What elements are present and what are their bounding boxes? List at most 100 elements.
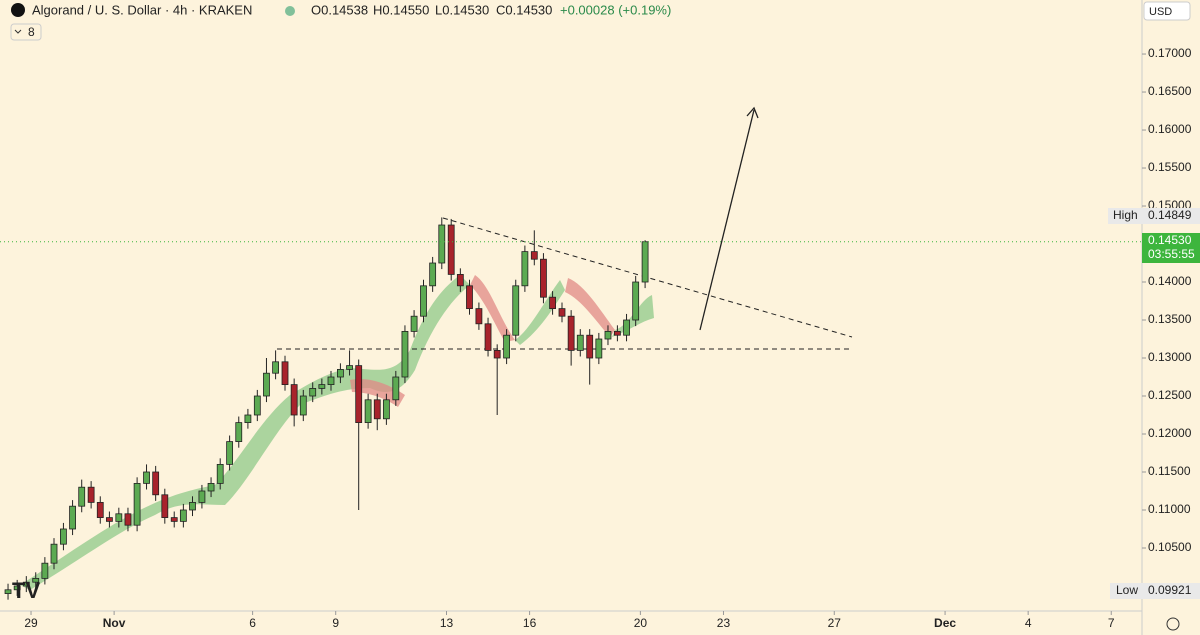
candle-body <box>32 577 40 583</box>
candle-body <box>540 258 547 298</box>
resistance-line <box>442 217 853 338</box>
y-tick-label: 0.16500 <box>1148 84 1192 98</box>
currency-button[interactable] <box>1143 1 1191 21</box>
y-tick-label: 0.13000 <box>1148 350 1192 364</box>
candle-body <box>272 361 279 374</box>
last-price-bg <box>1142 233 1200 263</box>
candle-body <box>641 241 649 283</box>
candle-body <box>373 399 381 420</box>
low-text: L0.14530 <box>435 2 489 17</box>
cloud-up <box>20 275 470 590</box>
x-tick-label: Nov <box>103 616 126 630</box>
y-tick-label: 0.15500 <box>1148 160 1192 174</box>
candle-body <box>549 296 556 310</box>
high-text: H0.14550 <box>373 2 429 17</box>
open-text: O0.14538 <box>311 2 368 17</box>
candle-body <box>235 422 243 442</box>
indicator-count: 8 <box>28 25 35 39</box>
candle-body <box>623 319 630 336</box>
y-tick-label: 0.12500 <box>1148 388 1192 402</box>
candle-body <box>327 376 335 386</box>
y-tick-label: 0.12000 <box>1148 426 1192 440</box>
candle-body <box>364 399 372 423</box>
candle-body <box>558 308 566 317</box>
candle-body <box>253 395 261 416</box>
candle-body <box>96 501 104 518</box>
candle-body <box>22 581 30 587</box>
candle-body <box>576 334 584 351</box>
candles <box>4 217 649 600</box>
candle-body <box>309 388 317 397</box>
candle-body <box>429 262 437 287</box>
x-tick-label: 6 <box>249 616 256 630</box>
candle-body <box>632 281 640 321</box>
y-tick-label: 0.13500 <box>1148 312 1192 326</box>
candle-body <box>521 251 529 287</box>
candle-body <box>382 399 390 420</box>
low-label-bg <box>1110 583 1142 599</box>
x-tick-label: 20 <box>634 616 648 630</box>
countdown: 03:55:55 <box>1148 247 1195 261</box>
candle-body <box>78 486 86 507</box>
candle-body <box>87 486 95 503</box>
candle-body <box>133 482 141 526</box>
candle-body <box>281 361 289 386</box>
candle-body <box>355 365 363 423</box>
candle-body <box>346 365 353 370</box>
y-tick-label: 0.17000 <box>1148 46 1192 60</box>
candle-body <box>60 528 67 545</box>
candle-body <box>290 384 298 416</box>
candle-body <box>595 338 603 359</box>
change-text: +0.00028 (+0.19%) <box>560 2 671 17</box>
candle-body <box>503 334 511 359</box>
candle-body <box>401 331 409 378</box>
candle-body <box>226 441 234 465</box>
close-text: C0.14530 <box>496 2 552 17</box>
candle-body <box>456 274 464 287</box>
candle-body <box>198 490 206 503</box>
candle-body <box>530 251 538 260</box>
candle-body <box>420 285 427 317</box>
candle-body <box>475 308 483 325</box>
cloud-down <box>350 379 405 407</box>
high-label-bg <box>1108 208 1142 224</box>
candle-body <box>115 513 123 522</box>
arrow-head <box>746 106 759 119</box>
low-value: 0.09921 <box>1148 583 1192 597</box>
candle-body <box>318 384 326 389</box>
candle-body <box>410 315 418 332</box>
x-tick-label: 7 <box>1108 616 1115 630</box>
y-tick-label: 0.11000 <box>1148 502 1191 516</box>
candle-body <box>152 471 160 496</box>
candle-body <box>512 285 520 336</box>
x-tick-label: 29 <box>24 616 38 630</box>
x-tick-label: 27 <box>828 616 842 630</box>
x-tick-label: 4 <box>1025 616 1032 630</box>
candle-body <box>493 350 501 359</box>
candle-body <box>170 517 178 522</box>
candle-body <box>106 517 113 522</box>
x-tick-label: Dec <box>934 616 956 630</box>
status-dot <box>285 6 295 16</box>
candle-body <box>50 543 58 564</box>
arrow <box>699 109 755 331</box>
candle-body <box>143 471 150 484</box>
candle-body <box>41 562 49 579</box>
y-tick-label: 0.10500 <box>1148 540 1192 554</box>
symbol-title: Algorand / U. S. Dollar · 4h · KRAKEN <box>32 2 252 17</box>
indicator-toggle[interactable] <box>10 23 42 41</box>
candle-body <box>69 505 76 530</box>
y-tick-label: 0.11500 <box>1148 464 1191 478</box>
candle-body <box>299 395 307 416</box>
high-value: 0.14849 <box>1148 208 1192 222</box>
tv-logo: TV <box>12 578 40 603</box>
candle-body <box>447 224 455 275</box>
candle-body <box>207 482 215 492</box>
x-tick-label: 13 <box>440 616 454 630</box>
candle-body <box>4 589 12 594</box>
settings-icon[interactable] <box>1166 617 1180 631</box>
candle-body <box>124 513 132 526</box>
candle-body <box>179 509 187 522</box>
candle-body <box>392 376 400 401</box>
